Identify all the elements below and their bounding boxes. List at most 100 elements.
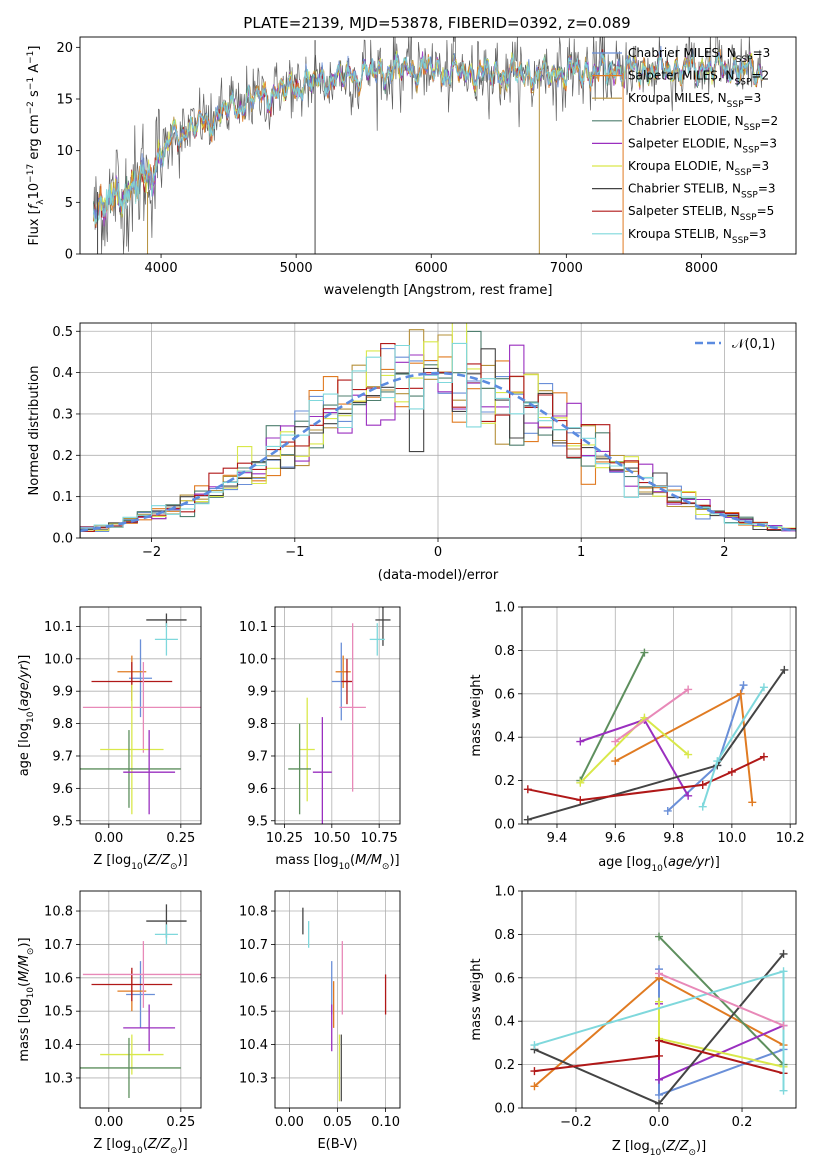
weight-vs-age-ytick-label: 1.0 (494, 601, 515, 616)
age-vs-z-ytick-label: 10.0 (44, 652, 73, 667)
weight-vs-z-xlabel-part: )] (696, 1139, 706, 1154)
mass-vs-ebv-ytick-label: 10.3 (239, 1071, 268, 1086)
weight-vs-z-ytick-label: 0.6 (494, 971, 515, 986)
residuals-ytick-label: 0.5 (52, 325, 73, 340)
age-vs-mass-ytick-label: 9.6 (247, 782, 268, 797)
mass-vs-z-axes: 0.00 0.25 10.3 10.4 10.5 10.6 10.7 10.8 (44, 890, 202, 1130)
residuals-ytick-label: 0.2 (52, 449, 73, 464)
weight-vs-age-xtick-label: 10.2 (776, 831, 805, 846)
weight-vs-age-xtick-label: 10.0 (717, 831, 746, 846)
weight-vs-age-xtick-label: 9.8 (663, 831, 684, 846)
legend-entry-label-part: SSP (741, 191, 758, 201)
weight-vs-age-marker (727, 767, 736, 776)
mass-vs-ebv-xtick-label: 0.05 (323, 1115, 352, 1130)
age-vs-mass-ytick-label: 10.0 (239, 652, 268, 667)
legend-entry-label-part: Chabrier ELODIE, N (628, 114, 744, 128)
mass-vs-z-ytick-label: 10.6 (44, 971, 73, 986)
spectrum-xlabel: wavelength [Angstrom, rest frame] (324, 283, 553, 298)
age-vs-z-xtick-label: 0.00 (94, 831, 123, 846)
age-vs-z-ylabel-part: )] (17, 655, 32, 665)
weight-vs-age-ytick-label: 0.4 (494, 731, 515, 746)
normal-reference-curve (80, 371, 796, 533)
mass-vs-z-xlabel: Z [log10(Z/Z⊙)] (93, 1137, 187, 1156)
weight-vs-age-marker (640, 648, 649, 657)
spectrum-xtick-label: 6000 (415, 261, 448, 276)
legend-entry-label-part: Salpeter ELODIE, N (628, 136, 742, 150)
weight-vs-age-marker (684, 791, 693, 800)
weight-vs-z-xlabel-part: ⊙ (688, 1148, 696, 1158)
residuals-plot (80, 323, 796, 538)
age-vs-z-plot (80, 613, 201, 815)
weight-vs-age-marker (748, 798, 757, 807)
weight-vs-z-xlabel-part: Z [log (612, 1139, 650, 1154)
weight-vs-age-marker (736, 689, 745, 698)
weight-vs-age-marker (576, 778, 585, 787)
age-vs-z-ytick-label: 9.6 (52, 782, 73, 797)
weight-vs-z-marker (655, 1075, 663, 1084)
residuals-xtick-label: −1 (285, 545, 304, 560)
spectrum-ylabel-part: A (27, 64, 42, 77)
spectrum-ytick-label: 15 (56, 93, 73, 108)
age-vs-z-ylabel-part: 10 (26, 711, 36, 723)
legend-entry-label: Salpeter MILES, NSSP=2 (628, 69, 769, 88)
weight-vs-age-xlabel-part: )] (710, 855, 720, 870)
legend-entry-label: Salpeter ELODIE, NSSP=3 (628, 136, 777, 155)
residuals-frame (79, 322, 797, 539)
normal-legend-label: 𝒩(0,1) (732, 337, 775, 352)
weight-vs-z-ytick-label: 1.0 (494, 885, 515, 900)
residuals-ytick-label: 0.4 (52, 366, 73, 381)
weight-vs-age-ytick-label: 0.0 (494, 818, 515, 833)
spectrum-ylabel-part: −1 (26, 77, 36, 90)
weight-vs-z-xlabel-part: 10 (650, 1148, 662, 1158)
weight-vs-z-xlabel-part: ( (661, 1139, 666, 1154)
age-vs-z-xlabel-part: 10 (131, 862, 143, 872)
spectrum-ytick-label: 0 (65, 248, 73, 263)
weight-vs-z-axes: −0.2 0.0 0.2 0.0 0.2 0.4 0.6 0.8 1.0 (494, 885, 797, 1130)
mass-vs-z-ylabel-part: ⊙ (26, 948, 36, 956)
weight-vs-age-frame (521, 606, 797, 825)
legend-entry-label: Salpeter STELIB, NSSP=5 (628, 204, 774, 223)
age-vs-z-xtick-label: 0.25 (166, 831, 195, 846)
spectrum-ylabel-part: −2 (26, 101, 36, 114)
weight-vs-z-marker (655, 1090, 663, 1099)
spectrum-xtick-label: 4000 (145, 261, 178, 276)
age-vs-z-ytick-label: 9.7 (52, 749, 73, 764)
legend-entry-label-part: =3 (759, 136, 777, 150)
residuals-xlabel: (data-model)/error (378, 568, 499, 583)
legend-entry-label: Chabrier ELODIE, NSSP=2 (628, 114, 778, 133)
weight-vs-z-marker (779, 949, 788, 958)
legend-entry-label: Kroupa ELODIE, NSSP=3 (628, 159, 769, 178)
weight-vs-z-marker (779, 1021, 788, 1030)
residuals-xtick-label: 1 (577, 545, 585, 560)
residuals-ylabel: Normed distribution (27, 366, 42, 496)
spectrum-axes: 4000 5000 6000 7000 8000 0 5 10 15 20 (56, 36, 797, 276)
age-vs-mass-xtick-label: 10.75 (361, 831, 398, 846)
mass-vs-z-xtick-label: 0.25 (166, 1115, 195, 1130)
spectrum-ylabel-part: −17 (26, 164, 36, 183)
mass-vs-ebv-ytick-label: 10.5 (239, 1005, 268, 1020)
spectrum-ylabel-part: s (27, 90, 42, 101)
weight-vs-z-series-line (658, 935, 785, 1066)
weight-vs-z-ylabel: mass weight (469, 958, 484, 1040)
mass-vs-z-ylabel: mass [log10(M/M⊙)] (17, 937, 36, 1061)
mass-vs-ebv-xtick-label: 0.10 (371, 1115, 400, 1130)
weight-vs-age-marker (663, 806, 672, 815)
mass-vs-ebv-frame (274, 890, 401, 1109)
age-vs-z-ylabel-part: age [log (17, 723, 32, 776)
age-vs-z-xlabel-part: )] (178, 853, 188, 868)
weight-vs-z-plot (530, 932, 788, 1108)
age-vs-z-xlabel-part: Z/Z (147, 853, 171, 868)
residuals-axes: −2 −1 0 1 2 0.0 0.1 0.2 0.3 0.4 0.5 (52, 322, 797, 560)
weight-vs-age-xtick-label: 9.6 (605, 831, 626, 846)
mass-vs-ebv-ytick-label: 10.7 (239, 938, 268, 953)
weight-vs-age-marker (780, 665, 789, 674)
age-vs-mass-xlabel-part: 10 (339, 862, 351, 872)
mass-vs-z-xlabel-part: ⊙ (170, 1146, 178, 1156)
weight-vs-z-marker (655, 997, 663, 1006)
spectrum-ytick-label: 5 (65, 196, 73, 211)
weight-vs-z-marker (779, 967, 788, 976)
weight-vs-z-marker (655, 1051, 663, 1060)
age-vs-mass-axes: 10.25 10.50 10.75 9.5 9.6 9.7 9.8 9.9 10.0 10.1 (239, 606, 401, 846)
legend-entry-label-part: SSP (735, 78, 752, 88)
weight-vs-z-ytick-label: 0.0 (494, 1102, 515, 1117)
